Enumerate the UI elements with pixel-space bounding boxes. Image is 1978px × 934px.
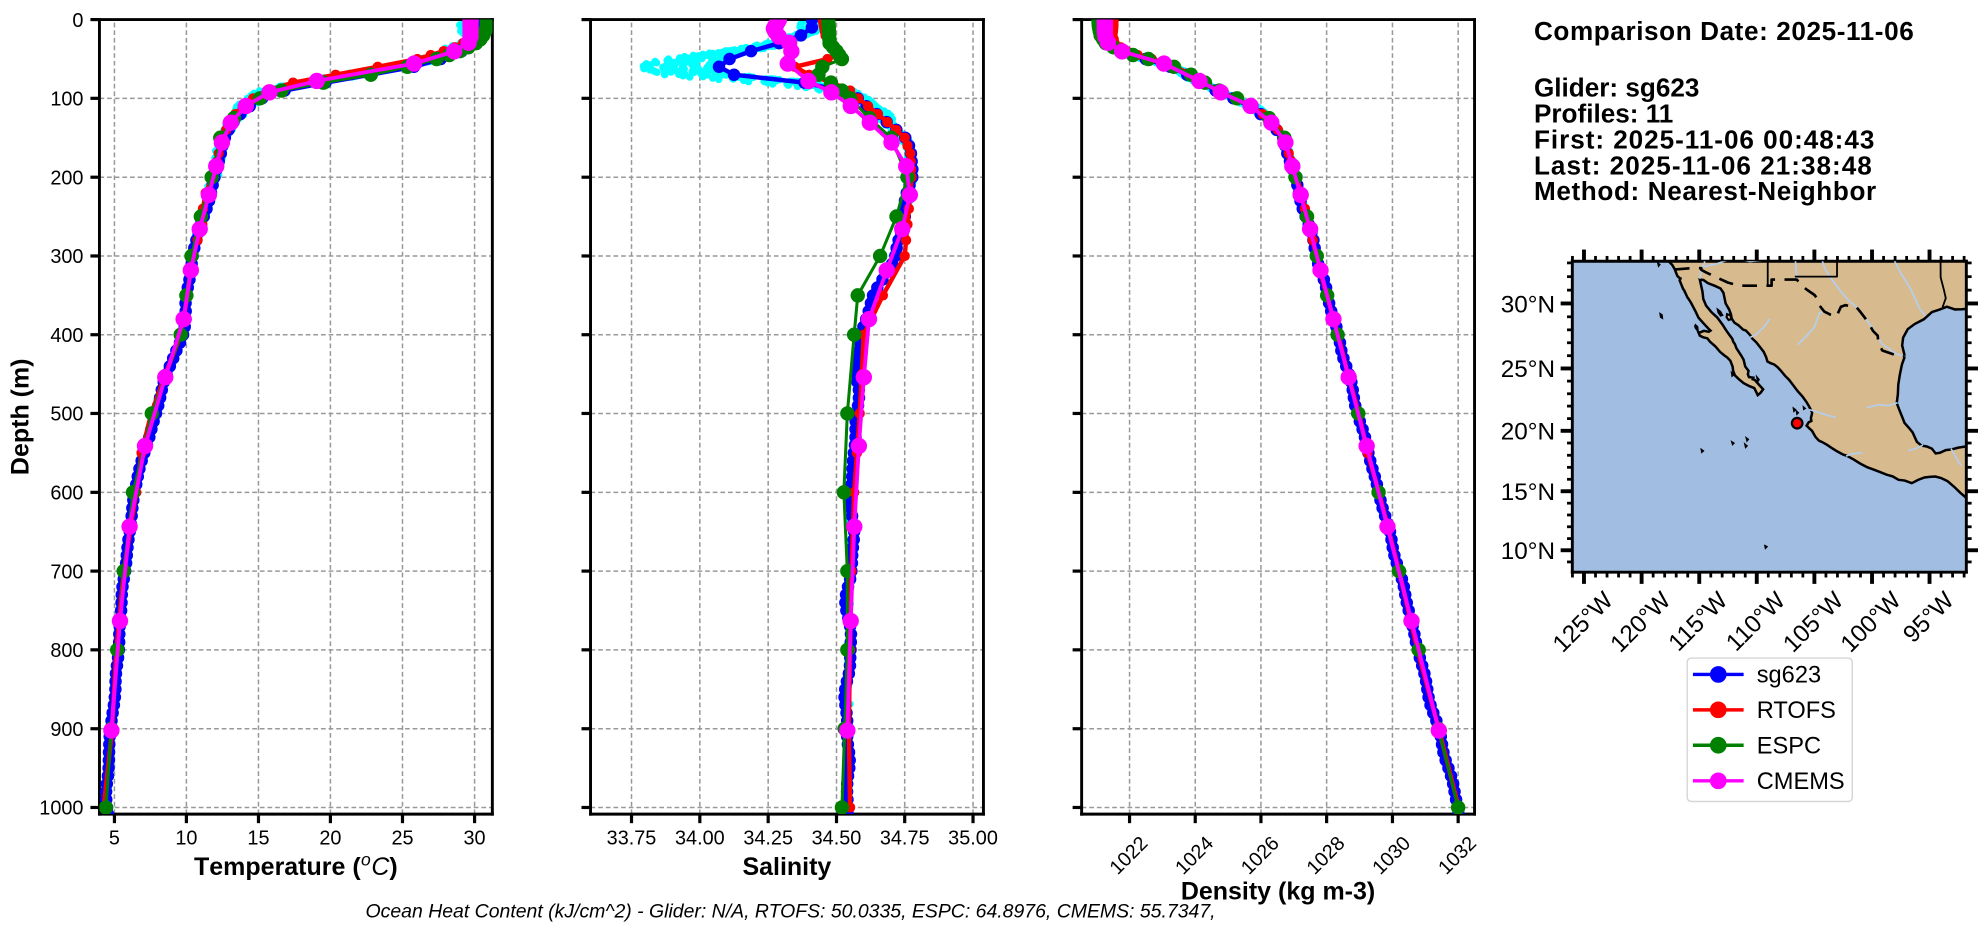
svg-text:10°N: 10°N [1501, 538, 1555, 565]
svg-text:15°N: 15°N [1501, 479, 1555, 506]
svg-text:Comparison Date: 2025-11-06: Comparison Date: 2025-11-06 [1534, 16, 1914, 46]
svg-text:25°N: 25°N [1501, 356, 1555, 383]
svg-text:20: 20 [319, 827, 341, 849]
svg-text:35.00: 35.00 [948, 827, 998, 849]
svg-text:Method: Nearest-Neighbor: Method: Nearest-Neighbor [1534, 176, 1877, 206]
svg-text:Profiles: 11: Profiles: 11 [1534, 98, 1673, 128]
svg-text:34.75: 34.75 [880, 827, 930, 849]
svg-text:5: 5 [109, 827, 120, 849]
svg-text:800: 800 [50, 640, 83, 662]
svg-text:34.50: 34.50 [812, 827, 862, 849]
svg-text:CMEMS: CMEMS [1757, 769, 1845, 795]
svg-text:200: 200 [50, 167, 83, 189]
svg-text:RTOFS: RTOFS [1757, 698, 1836, 724]
svg-text:Salinity: Salinity [742, 853, 831, 881]
svg-text:sg623: sg623 [1757, 663, 1821, 689]
svg-text:34.00: 34.00 [675, 827, 725, 849]
svg-text:900: 900 [50, 719, 83, 741]
svg-text:Depth (m): Depth (m) [6, 359, 34, 476]
svg-text:30°N: 30°N [1501, 291, 1555, 318]
svg-text:ESPC: ESPC [1757, 734, 1821, 760]
svg-text:15: 15 [247, 827, 269, 849]
svg-text:300: 300 [50, 246, 83, 268]
svg-text:600: 600 [50, 483, 83, 505]
svg-text:Ocean Heat Content (kJ/cm^2) -: Ocean Heat Content (kJ/cm^2) - Glider: N… [366, 900, 1216, 922]
svg-text:25: 25 [391, 827, 413, 849]
svg-text:20°N: 20°N [1501, 419, 1555, 446]
svg-text:400: 400 [50, 325, 83, 347]
svg-text:0: 0 [72, 10, 83, 32]
svg-text:33.75: 33.75 [607, 827, 657, 849]
svg-text:Density (kg m-3): Density (kg m-3) [1181, 877, 1375, 905]
svg-text:34.25: 34.25 [743, 827, 793, 849]
svg-text:1000: 1000 [39, 798, 83, 820]
svg-text:Glider: sg623: Glider: sg623 [1534, 73, 1699, 103]
svg-text:T e m p: T e m p e r a t u r e ( ) o C [194, 846, 403, 881]
svg-text:30: 30 [464, 827, 486, 849]
svg-text:100: 100 [50, 89, 83, 111]
svg-text:Last: 2025-11-06 21:38:48: Last: 2025-11-06 21:38:48 [1534, 150, 1873, 180]
svg-text:500: 500 [50, 404, 83, 426]
svg-text:10: 10 [175, 827, 197, 849]
svg-text:700: 700 [50, 561, 83, 583]
svg-text:First: 2025-11-06 00:48:43: First: 2025-11-06 00:48:43 [1534, 124, 1875, 154]
